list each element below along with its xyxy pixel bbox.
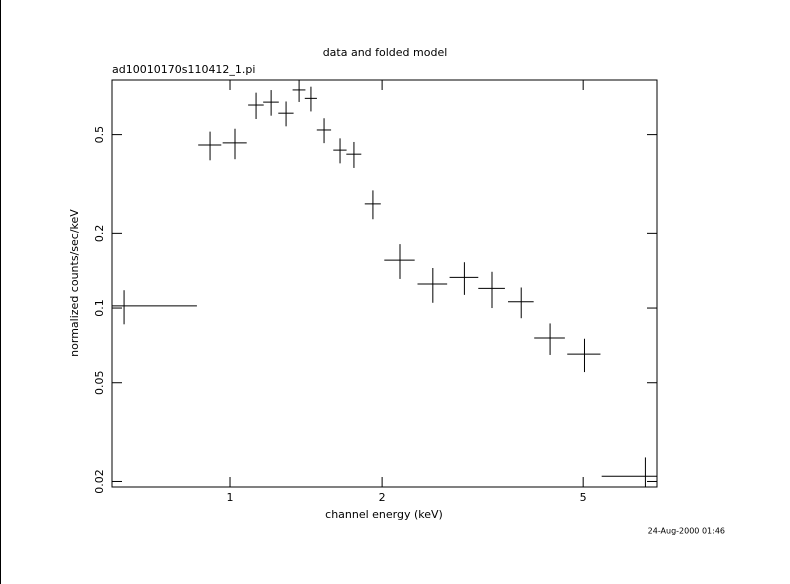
x-tick-label: 2	[379, 491, 386, 504]
y-tick-label: 0.05	[93, 370, 106, 395]
x-tick-label: 1	[227, 491, 234, 504]
y-tick-label: 0.1	[93, 299, 106, 317]
chart-subtitle: ad10010170s110412_1.pi	[112, 63, 255, 76]
y-axis-label: normalized counts/sec/keV	[68, 209, 81, 357]
timestamp: 24-Aug-2000 01:46	[648, 527, 725, 536]
data-points	[112, 80, 657, 487]
x-tick-label: 5	[580, 491, 587, 504]
x-axis-label: channel energy (keV)	[325, 508, 443, 521]
y-tick-label: 0.5	[93, 126, 106, 144]
y-tick-label: 0.02	[93, 469, 106, 494]
chart-title: data and folded model	[323, 46, 448, 59]
plot-frame	[111, 79, 658, 488]
y-tick-label: 0.2	[93, 225, 106, 243]
